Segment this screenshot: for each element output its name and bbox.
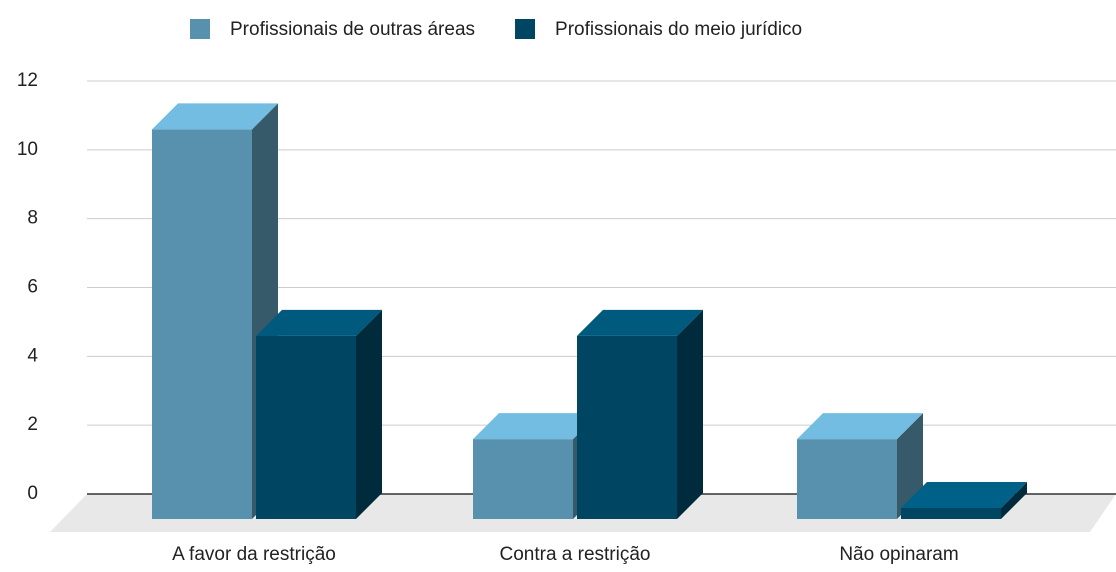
bar-face xyxy=(901,508,1001,519)
bar-face xyxy=(356,309,382,519)
y-tick-label: 2 xyxy=(27,414,38,435)
bar-face xyxy=(473,439,573,519)
bar-face xyxy=(152,129,252,519)
y-tick-label: 4 xyxy=(27,345,38,366)
bar-face xyxy=(797,439,897,519)
y-tick-label: 10 xyxy=(17,139,38,160)
bar-face xyxy=(677,309,703,519)
bar-face xyxy=(577,309,703,336)
bar-face xyxy=(256,309,382,336)
bar-face xyxy=(473,413,599,440)
bar-face xyxy=(256,335,356,519)
legend-label: Profissionais do meio jurídico xyxy=(555,19,802,40)
x-tick-label: Contra a restrição xyxy=(499,544,650,565)
bar xyxy=(797,413,923,519)
y-tick-label: 0 xyxy=(27,483,38,504)
legend-label: Profissionais de outras áreas xyxy=(230,19,475,40)
legend-swatch xyxy=(190,19,210,39)
y-tick-label: 12 xyxy=(17,70,38,91)
x-tick-label: A favor da restrição xyxy=(172,544,336,565)
bar-face xyxy=(1001,482,1027,519)
y-tick-label: 8 xyxy=(27,208,38,229)
bar-face xyxy=(577,335,677,519)
bar-face xyxy=(797,413,923,440)
y-tick-label: 6 xyxy=(27,277,38,298)
x-tick-label: Não opinaram xyxy=(839,544,958,565)
bar xyxy=(577,309,703,519)
bar-face xyxy=(152,103,278,130)
bar-face xyxy=(901,482,1027,508)
legend-swatch xyxy=(515,19,536,39)
bar xyxy=(901,482,1027,519)
bar xyxy=(256,309,382,519)
